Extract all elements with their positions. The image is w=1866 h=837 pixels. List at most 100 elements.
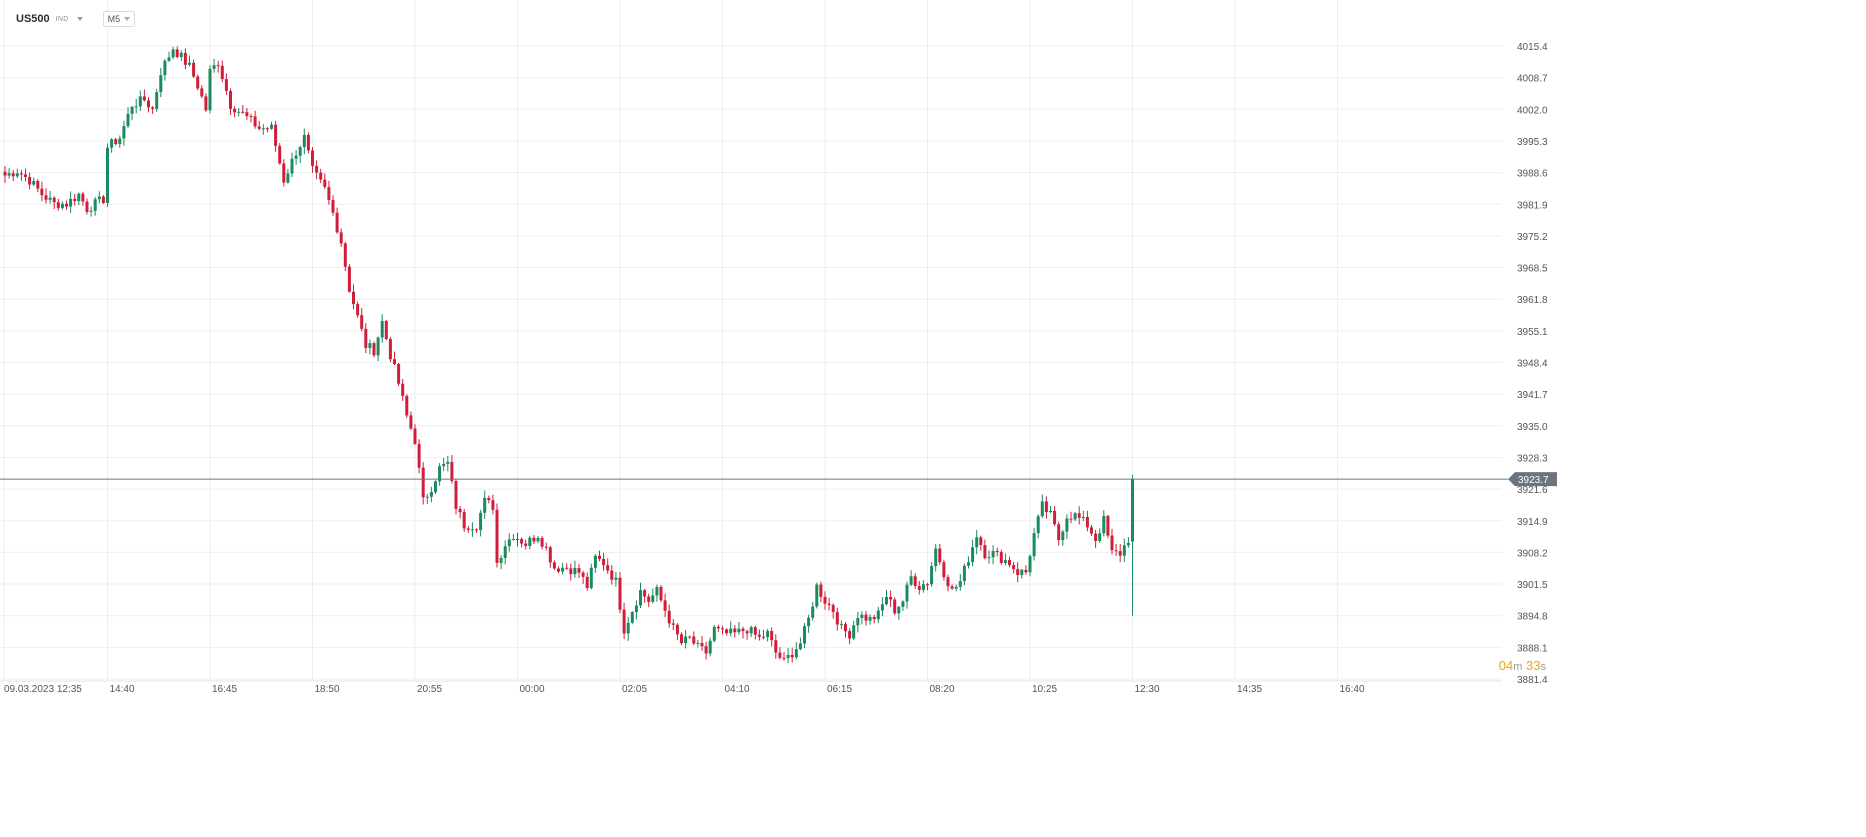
candle <box>204 93 208 112</box>
candle-body <box>544 546 548 548</box>
candle <box>692 631 696 646</box>
candle-body <box>28 176 32 185</box>
price-tick-label: 3894.8 <box>1517 612 1548 623</box>
candle <box>983 539 987 560</box>
candle-body <box>479 512 483 530</box>
candle <box>183 48 187 70</box>
candle <box>1024 565 1028 575</box>
candle <box>602 552 606 571</box>
candle-body <box>569 568 573 575</box>
price-tick-label: 3901.5 <box>1517 580 1548 591</box>
candle-body <box>971 547 975 563</box>
candle <box>921 580 925 593</box>
candle-body <box>401 383 405 396</box>
candle-body <box>950 586 954 589</box>
candle-body <box>655 586 659 596</box>
candle <box>1061 529 1065 546</box>
candle <box>520 537 524 548</box>
candle <box>540 535 544 550</box>
candle-body <box>507 539 511 547</box>
candle <box>614 571 618 587</box>
candle-body <box>163 60 167 76</box>
candle <box>138 90 142 112</box>
candle <box>1094 529 1098 548</box>
candle <box>7 168 11 179</box>
candle <box>839 620 843 630</box>
candle-body <box>397 364 401 384</box>
candle-body <box>643 590 647 597</box>
candle <box>19 169 23 181</box>
candle-body <box>85 201 89 212</box>
candle-body <box>1003 560 1007 563</box>
candle-body <box>680 634 683 644</box>
candle-body <box>1081 517 1085 519</box>
candle-body <box>409 415 413 429</box>
candle-body <box>208 68 212 111</box>
timeframe-select[interactable]: M5 <box>102 11 136 27</box>
candle <box>1020 568 1024 579</box>
candle <box>282 159 286 187</box>
candle <box>872 614 876 624</box>
candle <box>319 168 323 184</box>
price-tick-label: 3968.5 <box>1517 264 1548 275</box>
candle-body <box>429 492 433 497</box>
symbol-dropdown-icon[interactable] <box>76 17 83 21</box>
candle <box>196 74 200 91</box>
candle <box>827 597 831 611</box>
price-tick-label: 3908.2 <box>1517 548 1548 559</box>
candle <box>536 535 540 544</box>
time-tick-label: 02:05 <box>622 684 647 695</box>
candle <box>32 177 36 187</box>
candle <box>89 206 93 217</box>
candle <box>696 639 700 648</box>
candle <box>499 555 503 570</box>
candle-body <box>663 600 667 611</box>
candle <box>934 543 938 572</box>
candle-body <box>995 550 999 553</box>
candle <box>618 572 622 614</box>
candle-body <box>286 173 290 183</box>
candle-body <box>647 596 651 602</box>
candle <box>298 145 302 163</box>
candle <box>454 478 458 515</box>
candle-body <box>667 610 671 624</box>
candle <box>606 558 610 574</box>
candle-body <box>528 537 532 547</box>
candle-body <box>733 628 737 633</box>
candle-body <box>44 195 48 200</box>
candle <box>962 563 966 586</box>
candle-body <box>282 163 286 183</box>
candle <box>466 525 470 533</box>
candle <box>110 138 114 153</box>
candle <box>229 88 232 115</box>
candle <box>302 128 306 155</box>
candle <box>1131 474 1134 616</box>
time-tick-label: 14:35 <box>1237 684 1262 695</box>
candle <box>577 563 581 578</box>
candle-body <box>598 555 601 559</box>
candle-body <box>926 584 929 586</box>
candle <box>762 629 765 640</box>
candle-body <box>716 626 720 629</box>
candle <box>557 566 560 574</box>
candle-body <box>585 576 589 589</box>
candle-body <box>237 111 241 113</box>
price-tick-label: 3961.8 <box>1517 295 1548 306</box>
candle <box>823 591 827 610</box>
candle-body <box>446 461 450 464</box>
candle <box>737 621 741 635</box>
candle-body <box>200 88 204 97</box>
candle-body <box>983 545 987 559</box>
candle <box>897 605 901 620</box>
candle <box>585 572 589 591</box>
candle-body <box>602 558 606 566</box>
time-tick-label: 10:25 <box>1032 684 1057 695</box>
candle-body <box>999 552 1003 563</box>
candle-body <box>434 481 437 493</box>
candle <box>114 137 118 146</box>
candle-body <box>188 62 191 65</box>
candle-body <box>618 577 622 610</box>
candle-body <box>671 623 675 625</box>
price-tick-label: 3948.4 <box>1517 359 1548 370</box>
